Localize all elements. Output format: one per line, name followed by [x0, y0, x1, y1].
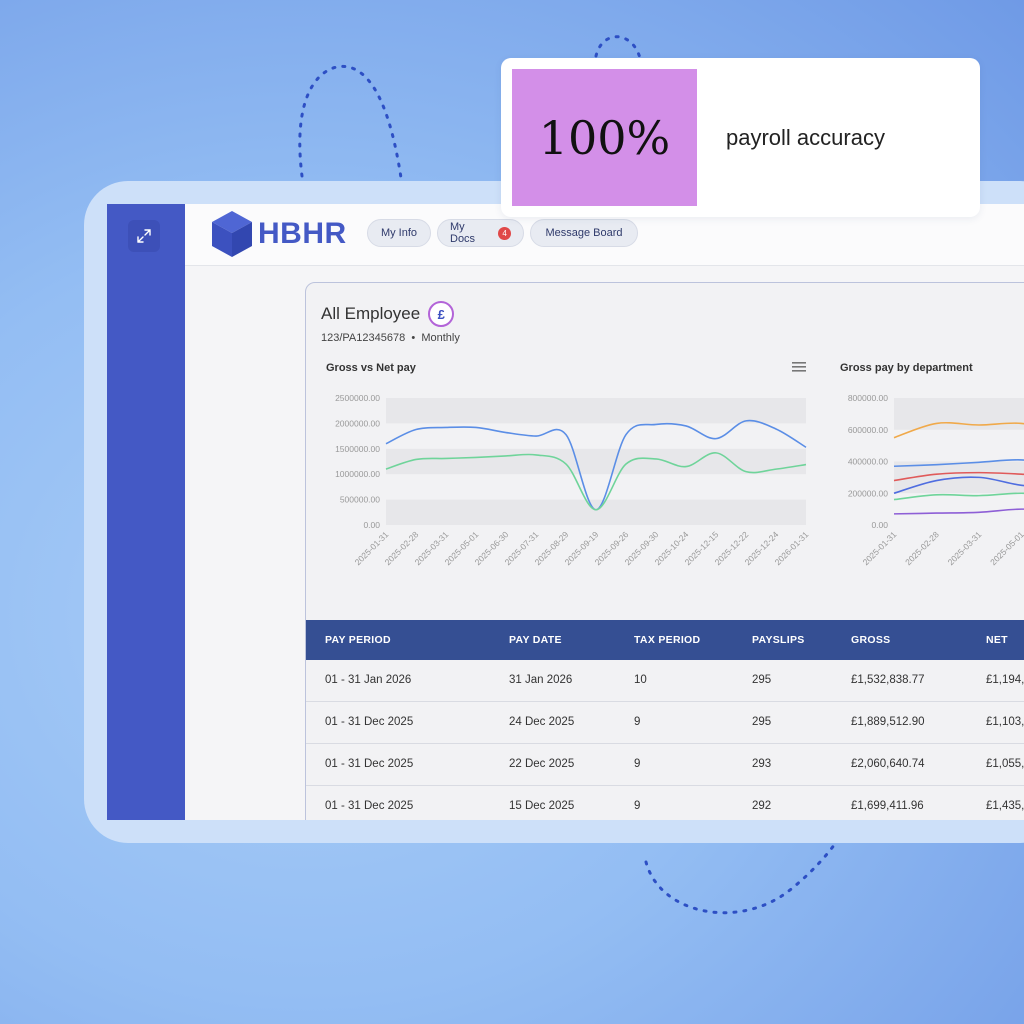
cell-gross: £1,699,411.96	[851, 800, 924, 812]
y-tick-label: 2000000.00	[335, 418, 380, 428]
series-line	[893, 421, 1024, 439]
tab-my-info[interactable]: My Info	[367, 219, 431, 247]
table-row[interactable]: 01 - 31 Jan 2026 31 Jan 2026 10 295 £1,5…	[306, 660, 1024, 702]
tab-message-board-label: Message Board	[545, 227, 623, 239]
series-line	[893, 471, 1024, 482]
card-title-text: All Employee	[321, 304, 421, 323]
x-tick-label: 2025-02-28	[903, 529, 941, 567]
chart-title-gross-by-department: Gross pay by department	[840, 362, 973, 374]
chart-title-gross-vs-net: Gross vs Net pay	[326, 362, 416, 374]
table-row[interactable]: 01 - 31 Dec 2025 24 Dec 2025 9 295 £1,88…	[306, 702, 1024, 744]
cell-pay-date: 15 Dec 2025	[509, 800, 575, 812]
column-header[interactable]: PAY DATE	[509, 634, 562, 646]
cell-payslips: 293	[752, 758, 772, 770]
x-tick-label: 2025-03-31	[946, 529, 984, 567]
logo-cube-icon	[212, 211, 252, 257]
logo: HBHR	[210, 209, 347, 259]
y-tick-label: 400000.00	[848, 457, 888, 467]
column-header[interactable]: NET	[986, 634, 1008, 646]
cell-pay-period: 01 - 31 Jan 2026	[325, 674, 412, 686]
cell-gross: £2,060,640.74	[851, 758, 925, 770]
cell-payslips: 295	[752, 674, 772, 686]
y-tick-label: 500000.00	[340, 495, 380, 505]
tab-message-board[interactable]: Message Board	[530, 219, 638, 247]
y-tick-label: 800000.00	[848, 393, 888, 403]
table-row[interactable]: 01 - 31 Dec 2025 22 Dec 2025 9 293 £2,06…	[306, 744, 1024, 786]
table-row[interactable]: 01 - 31 Dec 2025 15 Dec 2025 9 292 £1,69…	[306, 786, 1024, 820]
expand-button[interactable]	[128, 220, 160, 252]
tab-my-docs[interactable]: My Docs 4	[437, 219, 524, 247]
cell-pay-date: 24 Dec 2025	[509, 716, 575, 728]
stat-highlight: 100%	[512, 69, 697, 206]
cell-tax-period: 9	[634, 716, 641, 728]
currency-badge: £	[428, 301, 455, 327]
paye-reference: 123/PA12345678	[321, 332, 406, 344]
series-line	[893, 492, 1024, 501]
stat-label: payroll accuracy	[726, 125, 885, 150]
cell-net: £1,435,3	[986, 800, 1024, 812]
notification-badge: 4	[498, 226, 511, 240]
y-tick-label: 2500000.00	[335, 393, 380, 403]
card-title: All Employee £	[321, 301, 455, 327]
column-header[interactable]: GROSS	[851, 634, 891, 646]
cell-tax-period: 9	[634, 758, 641, 770]
y-tick-label: 0.00	[871, 520, 888, 530]
cell-pay-date: 22 Dec 2025	[509, 758, 575, 770]
column-header[interactable]: PAY PERIOD	[325, 634, 391, 646]
y-tick-label: 1500000.00	[335, 444, 380, 454]
cell-net: £1,103,5	[986, 716, 1024, 728]
y-tick-label: 0.00	[363, 520, 380, 530]
gross-by-department-chart: 0.00 200000.00 400000.00 600000.00 800000.00…	[848, 393, 1024, 567]
cell-payslips: 292	[752, 800, 772, 812]
cell-net: £1,055,0	[986, 758, 1024, 770]
series-line	[385, 452, 807, 511]
grid-band	[386, 448, 806, 475]
gross-vs-net-chart: 0.00 500000.00 1000000.00 1500000.00 2000000…	[335, 393, 811, 567]
sidebar	[107, 204, 185, 820]
y-tick-label: 600000.00	[848, 425, 888, 435]
grid-band	[894, 398, 1024, 430]
payroll-card: All Employee £ 123/PA12345678 • Monthly …	[305, 282, 1024, 820]
grid-band	[386, 499, 806, 525]
tab-my-docs-label: My Docs	[450, 221, 476, 245]
cell-pay-period: 01 - 31 Dec 2025	[325, 800, 414, 812]
cell-tax-period: 9	[634, 800, 641, 812]
y-tick-label: 1000000.00	[335, 469, 380, 479]
series-line	[893, 508, 1024, 515]
pay-runs-table: PAY PERIOD PAY DATE TAX PERIOD PAYSLIPS …	[306, 620, 1024, 820]
series-line	[893, 476, 1024, 495]
separator-dot: •	[408, 332, 419, 344]
table-header: PAY PERIOD PAY DATE TAX PERIOD PAYSLIPS …	[306, 620, 1024, 660]
column-header[interactable]: PAYSLIPS	[752, 634, 805, 646]
column-header[interactable]: TAX PERIOD	[634, 634, 701, 646]
y-tick-label: 200000.00	[848, 488, 888, 498]
cell-pay-date: 31 Jan 2026	[509, 674, 573, 686]
expand-icon	[137, 229, 151, 243]
cell-pay-period: 01 - 31 Dec 2025	[325, 758, 414, 770]
series-line	[893, 459, 1024, 468]
x-tick-label: 2025-05-01	[988, 529, 1024, 567]
cell-net: £1,194,4	[986, 674, 1024, 686]
cell-gross: £1,889,512.90	[851, 716, 925, 728]
stat-value: 100%	[538, 110, 671, 165]
cell-gross: £1,532,838.77	[851, 674, 925, 686]
payroll-app-window: HBHR My Info My Docs 4 Message Board All…	[107, 204, 1024, 820]
x-tick-label: 2025-01-31	[861, 529, 899, 567]
grid-band	[386, 398, 806, 424]
logo-text: HBHR	[258, 217, 347, 250]
cell-tax-period: 10	[634, 674, 647, 686]
pay-frequency: Monthly	[421, 332, 460, 344]
card-subtitle: 123/PA12345678 • Monthly	[321, 332, 460, 344]
tab-my-info-label: My Info	[380, 227, 418, 239]
cell-pay-period: 01 - 31 Dec 2025	[325, 716, 414, 728]
chart-menu-icon[interactable]	[792, 362, 806, 372]
cell-payslips: 295	[752, 716, 772, 728]
accuracy-stat-card: 100% payroll accuracy	[501, 58, 980, 217]
